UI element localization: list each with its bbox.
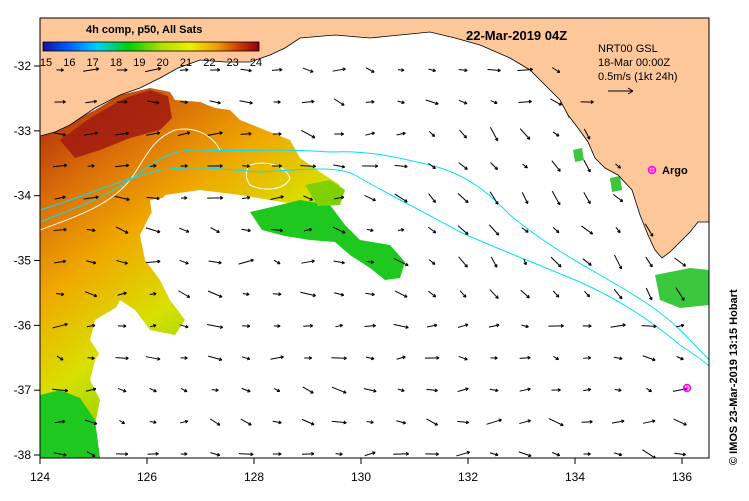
colorbar-tick-label: 15	[40, 57, 52, 69]
x-tick-label: 130	[351, 470, 371, 484]
x-tick-label: 124	[30, 470, 50, 484]
x-tick-label: 134	[565, 470, 585, 484]
composite-label: 4h comp, p50, All Sats	[86, 24, 202, 36]
argo-marker	[683, 384, 691, 392]
legend-scale: 0.5m/s (1kt 24h)	[598, 71, 677, 83]
legend-model: NRT00 GSL	[598, 43, 658, 55]
y-tick-label: -37	[14, 383, 32, 397]
argo-marker	[648, 166, 656, 174]
colorbar-tick-label: 18	[110, 57, 122, 69]
x-tick-label: 126	[137, 470, 157, 484]
colorbar	[43, 42, 259, 51]
y-tick-label: -38	[14, 448, 32, 462]
x-tick-label: 132	[458, 470, 478, 484]
y-tick-label: -33	[14, 124, 32, 138]
colorbar-tick-label: 20	[157, 57, 169, 69]
x-axis: 124 126 128 130 132 134 136	[30, 458, 692, 484]
colorbar-tick-label: 19	[133, 57, 145, 69]
y-axis: -32 -33 -34 -35 -36 -37 -38	[14, 59, 40, 462]
colorbar-tick-label: 16	[63, 57, 75, 69]
y-tick-label: -35	[14, 254, 32, 268]
colorbar-tick-label: 17	[87, 57, 99, 69]
legend-date: 18-Mar 00:00Z	[598, 57, 670, 69]
y-tick-label: -36	[14, 318, 32, 332]
x-tick-label: 136	[672, 470, 692, 484]
date-label: 22-Mar-2019 04Z	[466, 28, 567, 43]
sst-cold-patch	[610, 176, 622, 192]
sst-cold-patch	[573, 148, 584, 162]
y-tick-label: -32	[14, 59, 32, 73]
y-tick-label: -34	[14, 189, 32, 203]
argo-label: Argo	[662, 165, 688, 177]
colorbar-tick-label: 21	[180, 57, 192, 69]
credit-label: © IMOS 23-Mar-2019 13:15 Hobart	[728, 289, 740, 465]
colorbar-tick-label: 23	[227, 57, 239, 69]
colorbar-tick-label: 24	[250, 57, 262, 69]
colorbar-tick-label: 22	[203, 57, 215, 69]
x-tick-label: 128	[244, 470, 264, 484]
